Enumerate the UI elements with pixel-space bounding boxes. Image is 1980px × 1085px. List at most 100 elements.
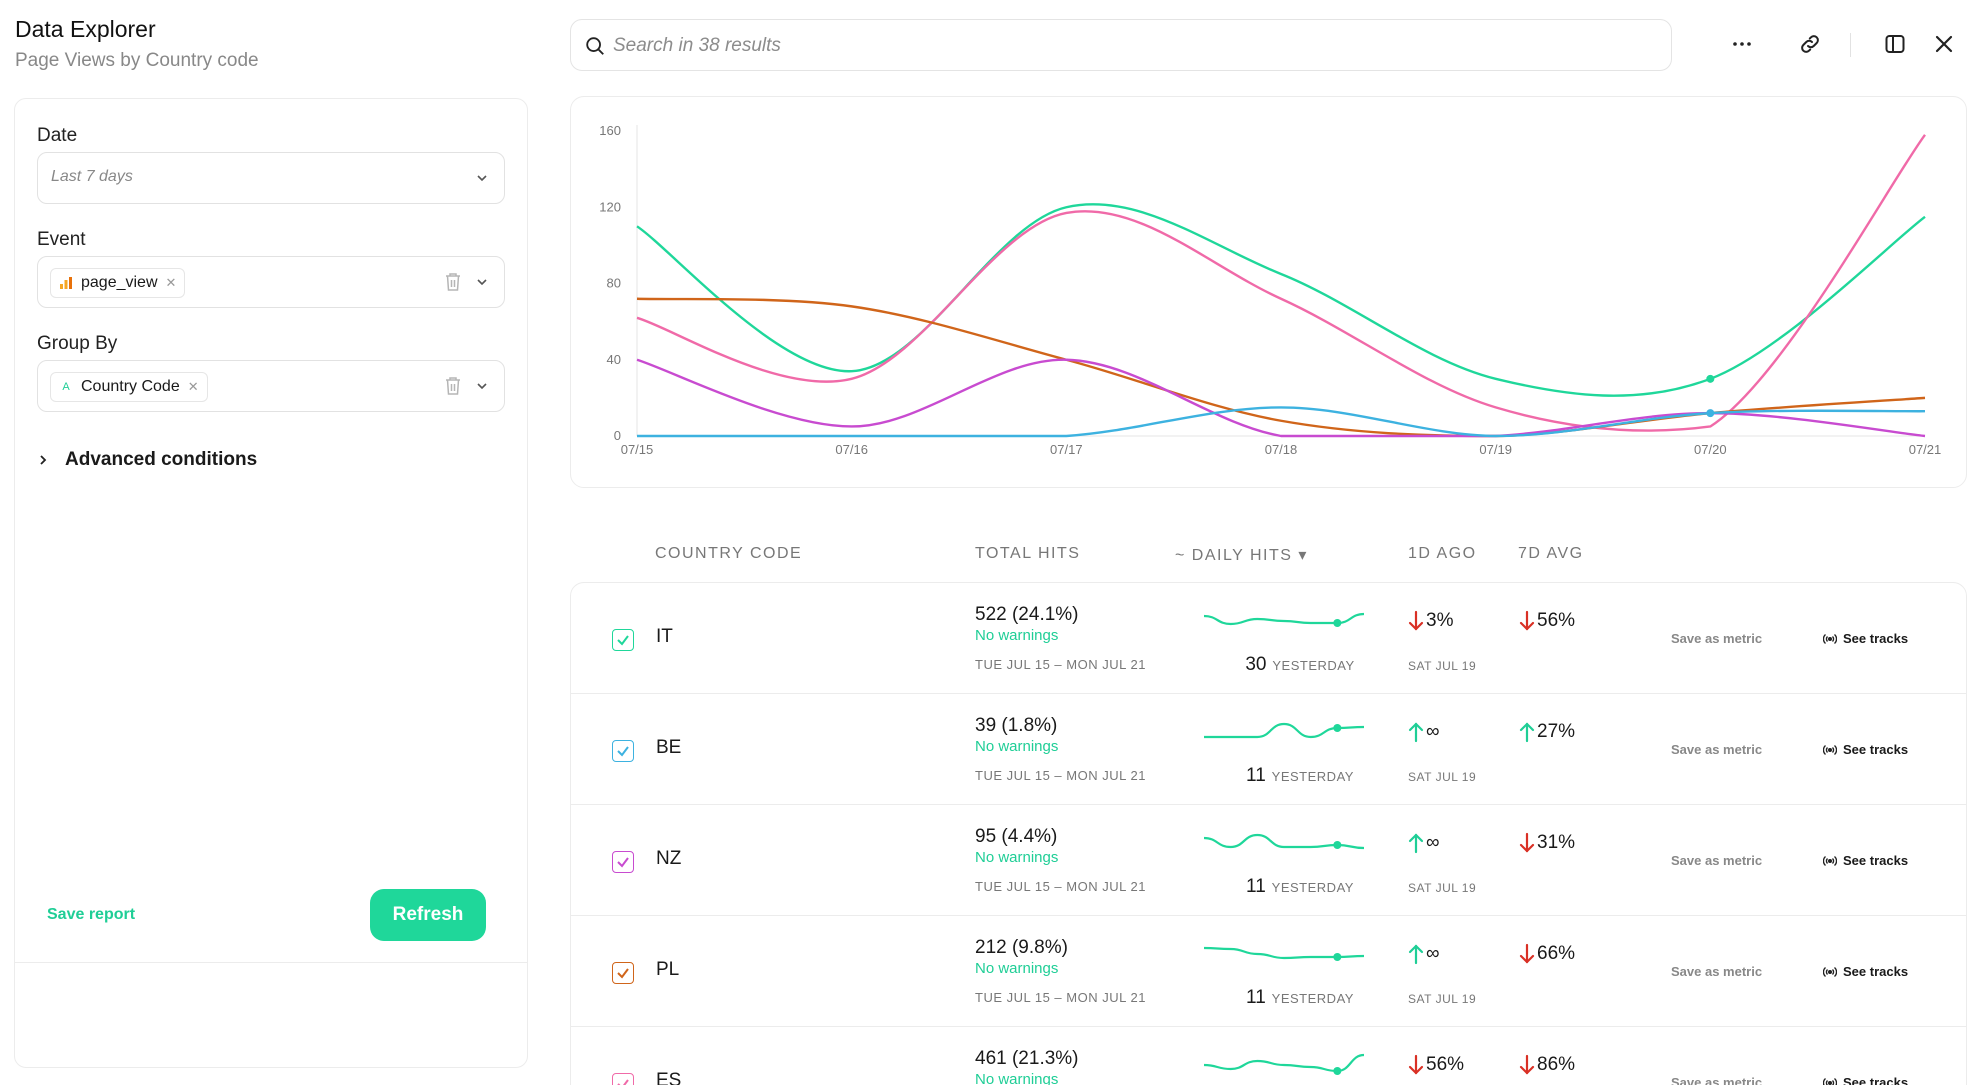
- series-line-3[interactable]: [636, 358, 1926, 438]
- broadcast-icon: [1823, 966, 1837, 977]
- link-icon[interactable]: [1798, 32, 1822, 56]
- save-as-metric-button[interactable]: Save as metric: [1671, 631, 1763, 646]
- close-icon[interactable]: [1932, 32, 1956, 56]
- warning-status: No warnings: [975, 960, 1059, 977]
- row-checkbox[interactable]: [612, 1073, 634, 1085]
- table-row[interactable]: BE 39 (1.8%) No warnings TUE JUL 15 – MO…: [571, 694, 1966, 805]
- x-tick-label: 07/16: [835, 442, 868, 457]
- col-header-7d[interactable]: 7D AVG: [1518, 545, 1584, 562]
- remove-chip-icon[interactable]: ✕: [165, 275, 177, 290]
- save-report-button[interactable]: Save report: [47, 906, 136, 923]
- col-header-daily[interactable]: ~ DAILY HITS ▾: [1175, 547, 1308, 564]
- event-chip[interactable]: page_view ✕: [50, 268, 186, 298]
- advanced-conditions-toggle[interactable]: Advanced conditions: [37, 449, 257, 471]
- date-select[interactable]: Last 7 days: [37, 152, 505, 204]
- table-row[interactable]: NZ 95 (4.4%) No warnings TUE JUL 15 – MO…: [571, 805, 1966, 916]
- series-line-1[interactable]: [636, 134, 1926, 432]
- broadcast-icon: [1823, 744, 1837, 755]
- country-code: NZ: [656, 848, 682, 869]
- arrow-down-icon: [1519, 943, 1535, 964]
- arrow-up-icon: [1519, 722, 1535, 743]
- x-tick-label: 07/19: [1479, 442, 1512, 457]
- sparkline-marker: [1333, 619, 1342, 627]
- check-icon: [617, 746, 629, 757]
- col-header-1d[interactable]: 1D AGO: [1408, 545, 1477, 562]
- chevron-down-icon[interactable]: [474, 274, 490, 290]
- search-bar[interactable]: [570, 19, 1672, 71]
- arrow-down-icon: [1519, 610, 1535, 631]
- sparkline-marker: [1333, 724, 1342, 732]
- analytics-icon: [60, 277, 72, 289]
- see-tracks-button[interactable]: See tracks: [1823, 853, 1908, 868]
- see-tracks-button[interactable]: See tracks: [1823, 964, 1908, 979]
- table-row[interactable]: IT 522 (24.1%) No warnings TUE JUL 15 – …: [571, 583, 1966, 694]
- series-marker-0[interactable]: [1706, 374, 1715, 383]
- trash-icon[interactable]: [444, 272, 462, 292]
- check-icon: [617, 968, 629, 979]
- page-title: Data Explorer: [15, 16, 156, 42]
- country-code: ES: [656, 1070, 682, 1085]
- col-header-total[interactable]: TOTAL HITS: [975, 545, 1081, 562]
- one-day-ago-change: ∞: [1408, 721, 1440, 743]
- yesterday-hits: 11 YESTERDAY: [1246, 765, 1354, 786]
- trash-icon[interactable]: [444, 376, 462, 396]
- save-as-metric-button[interactable]: Save as metric: [1671, 964, 1763, 979]
- sidebar-icon[interactable]: [1883, 32, 1907, 56]
- arrow-up-icon: [1408, 722, 1424, 743]
- search-icon: [586, 37, 604, 55]
- table-row[interactable]: PL 212 (9.8%) No warnings TUE JUL 15 – M…: [571, 916, 1966, 1027]
- refresh-button[interactable]: Refresh: [370, 889, 486, 941]
- arrow-up-icon: [1408, 833, 1424, 854]
- save-as-metric-button[interactable]: Save as metric: [1671, 1075, 1763, 1085]
- row-checkbox[interactable]: [612, 851, 634, 873]
- broadcast-icon: [1823, 855, 1837, 866]
- group-by-label: Group By: [37, 333, 118, 354]
- broadcast-icon: [1823, 633, 1837, 644]
- chart-card: 0 40 80 120 160 07/15 07/16 07/17 07/18 07/19 07/2…: [570, 96, 1967, 488]
- table-row[interactable]: ES 461 (21.3%) No warnings TUE JUL 15 – …: [571, 1027, 1966, 1085]
- warning-status: No warnings: [975, 627, 1059, 644]
- x-tick-label: 07/18: [1265, 442, 1298, 457]
- check-icon: [617, 635, 629, 646]
- see-tracks-button[interactable]: See tracks: [1823, 742, 1908, 757]
- group-by-select[interactable]: A Country Code ✕: [37, 360, 505, 412]
- col-header-country[interactable]: COUNTRY CODE: [655, 545, 803, 562]
- chevron-down-icon[interactable]: [474, 378, 490, 394]
- one-day-ago-date: SAT JUL 19: [1408, 881, 1477, 895]
- x-tick-label: 07/15: [621, 442, 654, 457]
- row-checkbox[interactable]: [612, 962, 634, 984]
- series-line-2[interactable]: [636, 297, 1926, 438]
- one-day-ago-change: ∞: [1408, 832, 1440, 854]
- date-value: Last 7 days: [51, 168, 133, 185]
- event-select[interactable]: page_view ✕: [37, 256, 505, 308]
- arrow-down-icon: [1519, 832, 1535, 853]
- row-checkbox[interactable]: [612, 629, 634, 651]
- save-as-metric-button[interactable]: Save as metric: [1671, 742, 1763, 757]
- y-tick-label: 40: [607, 352, 621, 367]
- line-chart: 0 40 80 120 160 07/15 07/16 07/17 07/18 07/19 07/2…: [599, 123, 1941, 457]
- y-tick-label: 120: [599, 199, 621, 214]
- sparkline: [1203, 1053, 1365, 1075]
- save-as-metric-button[interactable]: Save as metric: [1671, 853, 1763, 868]
- date-range: TUE JUL 15 – MON JUL 21: [975, 657, 1146, 672]
- see-tracks-button[interactable]: See tracks: [1823, 1075, 1908, 1085]
- event-chip-label: page_view: [81, 274, 158, 291]
- remove-chip-icon[interactable]: ✕: [187, 379, 199, 394]
- series-marker-4[interactable]: [1706, 409, 1715, 418]
- one-day-ago-change: 3%: [1408, 610, 1453, 632]
- more-icon[interactable]: [1730, 32, 1754, 56]
- group-by-chip[interactable]: A Country Code ✕: [50, 372, 208, 402]
- see-tracks-button[interactable]: See tracks: [1823, 631, 1908, 646]
- row-checkbox[interactable]: [612, 740, 634, 762]
- date-range: TUE JUL 15 – MON JUL 21: [975, 990, 1146, 1005]
- yesterday-hits: 30 YESTERDAY: [1245, 654, 1355, 675]
- search-input[interactable]: [613, 33, 1613, 59]
- event-label: Event: [37, 229, 86, 250]
- check-icon: [617, 857, 629, 868]
- y-tick-label: 0: [614, 428, 621, 443]
- sparkline: [1203, 612, 1365, 627]
- warning-status: No warnings: [975, 738, 1059, 755]
- check-icon: [617, 1079, 629, 1085]
- seven-day-avg-change: 56%: [1519, 610, 1575, 632]
- seven-day-avg-change: 86%: [1519, 1054, 1575, 1076]
